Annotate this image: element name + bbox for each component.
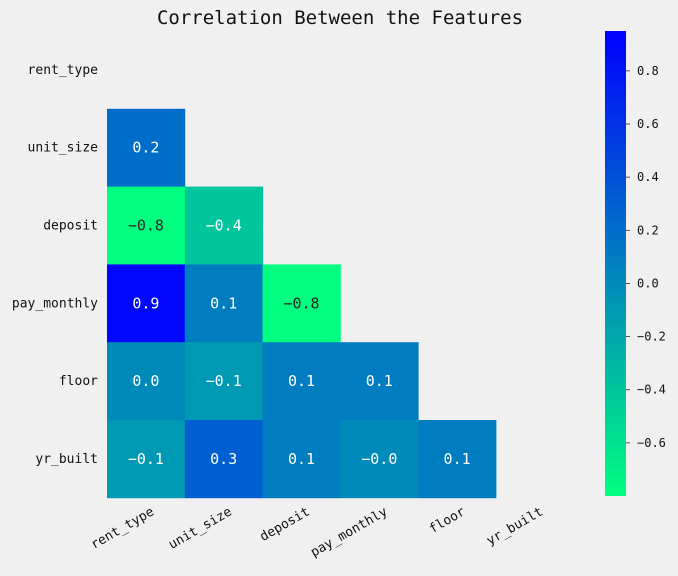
heatmap-cell-value: 0.1 xyxy=(210,294,237,312)
heatmap-cell-value: 0.3 xyxy=(210,450,237,468)
row-tick-label: unit_size xyxy=(28,141,99,156)
heatmap-cell xyxy=(340,342,419,421)
column-tick-label: floor xyxy=(427,504,469,537)
heatmap-cell-value: 0.1 xyxy=(288,372,315,390)
column-tick-label: rent_type xyxy=(88,504,157,552)
column-tick-label: pay_monthly xyxy=(308,504,390,560)
heatmap-cell xyxy=(107,264,186,343)
heatmap-cell-value: −0.1 xyxy=(128,450,164,468)
heatmap-cell-value: 0.1 xyxy=(366,372,393,390)
column-tick-label: deposit xyxy=(258,504,313,544)
heatmap-cell-value: −0.8 xyxy=(128,217,164,235)
heatmap-cell-value: −0.4 xyxy=(206,217,242,235)
heatmap-cell xyxy=(107,420,186,499)
heatmap-cell-value: 0.1 xyxy=(288,450,315,468)
chart-title: Correlation Between the Features xyxy=(157,7,523,29)
heatmap-cell xyxy=(184,342,263,421)
heatmap-cells xyxy=(107,108,497,499)
heatmap-cell xyxy=(262,342,341,421)
heatmap-cell xyxy=(184,420,263,499)
heatmap-cell xyxy=(184,186,263,265)
heatmap-cell-value: −0.8 xyxy=(283,294,319,312)
heatmap-cell xyxy=(107,186,186,265)
row-tick-label: pay_monthly xyxy=(12,296,98,311)
heatmap-cell-value: 0.0 xyxy=(132,372,159,390)
heatmap-cell xyxy=(262,420,341,499)
row-tick-label: floor xyxy=(59,374,98,389)
heatmap-cell-labels: 0.2 −0.8 −0.4 0.9 0.1 −0.8 0.0 −0.1 0.1 0.1 −0.1 0.… xyxy=(128,139,471,468)
heatmap-cell xyxy=(262,264,341,343)
colorbar-tick-label: 0.2 xyxy=(637,223,659,237)
colorbar-tick-label: 0.8 xyxy=(637,64,659,78)
colorbar-tick-label: 0.6 xyxy=(637,117,659,131)
heatmap-cell-value: 0.1 xyxy=(444,450,471,468)
row-tick-label: rent_type xyxy=(28,63,99,78)
column-tick-label: unit_size xyxy=(166,504,235,552)
heatmap-cell-value: −0.1 xyxy=(206,372,242,390)
colorbar-ticks: 0.8 0.6 0.4 0.2 0.0 −0.2 −0.4 −0.6 xyxy=(626,64,666,450)
heatmap-cell-value: 0.2 xyxy=(132,139,159,157)
heatmap-cell xyxy=(340,420,419,499)
heatmap-cell xyxy=(418,420,497,499)
row-tick-label: deposit xyxy=(43,219,98,234)
heatmap-cell-value: −0.0 xyxy=(361,450,397,468)
colorbar-tick-label: 0.0 xyxy=(637,276,659,290)
heatmap-cell xyxy=(107,342,186,421)
colorbar-tick-label: −0.6 xyxy=(637,436,666,450)
colorbar xyxy=(605,31,626,496)
colorbar-tick-label: 0.4 xyxy=(637,170,659,184)
heatmap-cell xyxy=(184,264,263,343)
column-tick-label: yr_built xyxy=(484,504,546,548)
colorbar-tick-label: −0.4 xyxy=(637,383,666,397)
colorbar-tick-label: −0.2 xyxy=(637,330,666,344)
row-tick-label: yr_built xyxy=(35,452,98,467)
heatmap-cell xyxy=(107,108,186,187)
heatmap-cell-value: 0.9 xyxy=(132,294,159,312)
